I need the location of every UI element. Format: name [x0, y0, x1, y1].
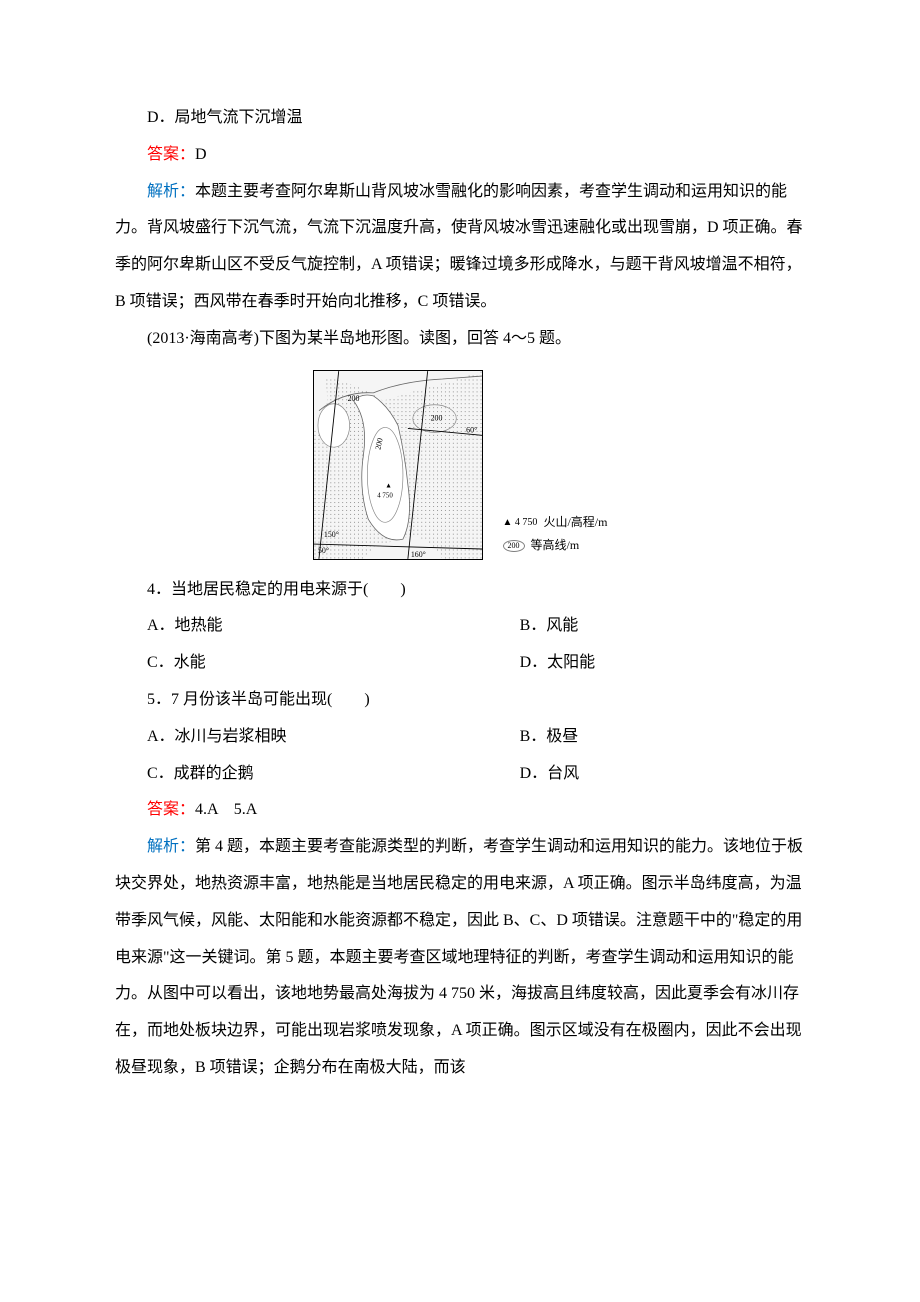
- q4-stem: 4．当地居民稳定的用电来源于( ): [115, 572, 805, 609]
- q4-option-c: C．水能: [115, 645, 488, 682]
- analysis-text: 本题主要考查阿尔卑斯山背风坡冰雪融化的影响因素，考查学生调动和运用知识的能力。背…: [115, 183, 803, 310]
- legend-volcano: ▲ 4 750 火山/高程/m: [503, 513, 608, 532]
- q4-option-b: B．风能: [488, 608, 805, 645]
- map-svg: 200 200 200 ▲ 4 750 150° 160° 50° 60°: [314, 371, 482, 559]
- triangle-icon: ▲ 4 750: [503, 515, 538, 531]
- topographic-map: 200 200 200 ▲ 4 750 150° 160° 50° 60°: [313, 370, 483, 560]
- q4-option-d: D．太阳能: [488, 645, 805, 682]
- q4-options-row2: C．水能 D．太阳能: [115, 645, 805, 682]
- svg-text:60°: 60°: [466, 425, 477, 434]
- answer-top: 答案：D: [115, 137, 805, 174]
- contour-icon: 200: [503, 540, 525, 552]
- svg-text:▲: ▲: [385, 482, 392, 489]
- q4-option-a: A．地热能: [115, 608, 488, 645]
- q5-stem: 5．7 月份该半岛可能出现( ): [115, 682, 805, 719]
- source-intro: (2013·海南高考)下图为某半岛地形图。读图，回答 4～5 题。: [115, 321, 805, 358]
- q4-options-row1: A．地热能 B．风能: [115, 608, 805, 645]
- legend-contour: 200 等高线/m: [503, 536, 608, 555]
- q5-options-row2: C．成群的企鹅 D．台风: [115, 756, 805, 793]
- analysis-label-45: 解析：: [147, 838, 195, 855]
- map-figure: 200 200 200 ▲ 4 750 150° 160° 50° 60° ▲ …: [115, 370, 805, 560]
- answer-label-45: 答案：: [147, 801, 195, 818]
- answer-value-45: 4.A 5.A: [195, 801, 257, 818]
- svg-text:4 750: 4 750: [377, 492, 393, 499]
- legend-contour-label: 等高线/m: [531, 536, 580, 555]
- q5-option-a: A．冰川与岩浆相映: [115, 719, 488, 756]
- svg-text:200: 200: [430, 413, 442, 422]
- analysis-text-45: 第 4 题，本题主要考查能源类型的判断，考查学生调动和运用知识的能力。该地位于板…: [115, 838, 803, 1076]
- option-d-previous: D．局地气流下沉增温: [115, 100, 805, 137]
- analysis-label: 解析：: [147, 183, 195, 200]
- svg-text:200: 200: [347, 393, 359, 402]
- svg-text:150°: 150°: [323, 530, 338, 539]
- q5-options-row1: A．冰川与岩浆相映 B．极昼: [115, 719, 805, 756]
- legend-volcano-label: 火山/高程/m: [543, 513, 607, 532]
- q5-option-d: D．台风: [488, 756, 805, 793]
- answer-label: 答案：: [147, 146, 195, 163]
- svg-text:160°: 160°: [410, 549, 425, 558]
- answer-value: D: [195, 146, 207, 163]
- analysis-45: 解析：第 4 题，本题主要考查能源类型的判断，考查学生调动和运用知识的能力。该地…: [115, 829, 805, 1087]
- q5-option-b: B．极昼: [488, 719, 805, 756]
- answer-45: 答案：4.A 5.A: [115, 792, 805, 829]
- q5-option-c: C．成群的企鹅: [115, 756, 488, 793]
- svg-text:50°: 50°: [317, 546, 328, 555]
- map-legend: ▲ 4 750 火山/高程/m 200 等高线/m: [503, 513, 608, 559]
- analysis-top: 解析：本题主要考查阿尔卑斯山背风坡冰雪融化的影响因素，考查学生调动和运用知识的能…: [115, 174, 805, 321]
